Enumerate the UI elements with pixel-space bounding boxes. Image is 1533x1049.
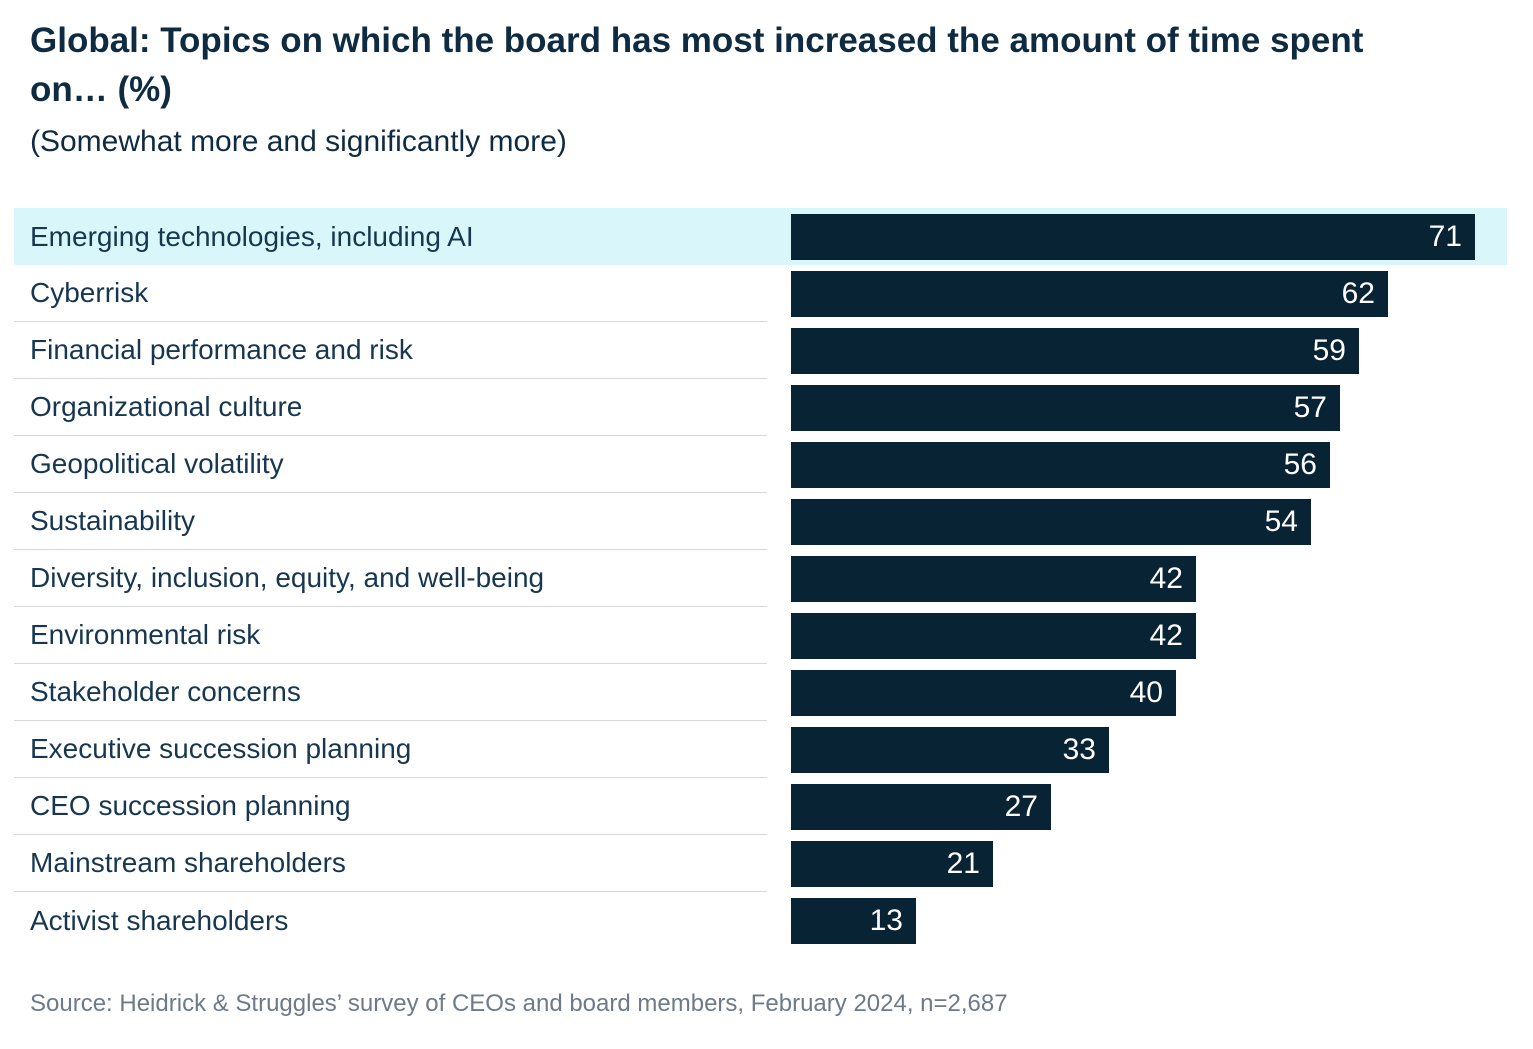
chart-row: Diversity, inclusion, equity, and well-b… [14, 550, 1507, 607]
bar: 42 [791, 612, 1196, 659]
row-label-cell: Emerging technologies, including AI [14, 208, 767, 265]
chart-row: Sustainability 54 [14, 493, 1507, 550]
bar-value: 21 [946, 846, 980, 880]
chart-row: CEO succession planning 27 [14, 778, 1507, 835]
row-bar-cell: 13 [791, 892, 1507, 949]
row-label-cell: Executive succession planning [14, 721, 767, 778]
row-label-cell: CEO succession planning [14, 778, 767, 835]
bar: 54 [791, 498, 1311, 545]
chart-row: Activist shareholders 13 [14, 892, 1507, 949]
bar: 21 [791, 840, 993, 887]
row-bar-cell: 42 [791, 550, 1507, 607]
bar: 27 [791, 783, 1051, 830]
chart-row: Financial performance and risk 59 [14, 322, 1507, 379]
row-label-cell: Mainstream shareholders [14, 835, 767, 892]
row-label: Financial performance and risk [30, 334, 413, 365]
row-bar-cell: 21 [791, 835, 1507, 892]
bar-value: 57 [1293, 390, 1327, 424]
row-label: Stakeholder concerns [30, 676, 301, 707]
row-label: Mainstream shareholders [30, 847, 346, 878]
row-label-cell: Organizational culture [14, 379, 767, 436]
row-label: Emerging technologies, including AI [30, 220, 474, 252]
row-bar-cell: 71 [791, 208, 1507, 265]
bar-value: 13 [869, 903, 903, 937]
row-label-cell: Financial performance and risk [14, 322, 767, 379]
row-label-cell: Sustainability [14, 493, 767, 550]
bar: 40 [791, 669, 1176, 716]
row-label-cell: Stakeholder concerns [14, 664, 767, 721]
chart-row: Stakeholder concerns 40 [14, 664, 1507, 721]
bar: 57 [791, 384, 1340, 431]
chart-subtitle: (Somewhat more and significantly more) [30, 125, 567, 158]
bar-chart: Emerging technologies, including AI 71 C… [14, 208, 1507, 949]
chart-title: Global: Topics on which the board has mo… [30, 21, 1364, 109]
row-label: Diversity, inclusion, equity, and well-b… [30, 562, 545, 593]
bar: 33 [791, 726, 1109, 773]
row-bar-cell: 54 [791, 493, 1507, 550]
chart-row: Executive succession planning 33 [14, 721, 1507, 778]
bar: 56 [791, 441, 1330, 488]
bar: 13 [791, 897, 916, 944]
bar-value: 62 [1341, 276, 1375, 310]
row-bar-cell: 57 [791, 379, 1507, 436]
source-note: Source: Heidrick & Struggles’ survey of … [30, 990, 1008, 1017]
row-label-cell: Cyberrisk [14, 265, 767, 322]
bar: 42 [791, 555, 1196, 602]
bar-value: 42 [1149, 561, 1183, 595]
bar-value: 42 [1149, 618, 1183, 652]
bar: 62 [791, 270, 1388, 317]
row-label: CEO succession planning [30, 790, 351, 821]
bar-value: 59 [1312, 333, 1346, 367]
row-label: Cyberrisk [30, 277, 149, 308]
row-bar-cell: 56 [791, 436, 1507, 493]
row-bar-cell: 62 [791, 265, 1507, 322]
bar-value: 33 [1062, 732, 1096, 766]
row-label-cell: Diversity, inclusion, equity, and well-b… [14, 550, 767, 607]
chart-row: Organizational culture 57 [14, 379, 1507, 436]
row-bar-cell: 40 [791, 664, 1507, 721]
bar: 71 [791, 213, 1475, 260]
row-label: Sustainability [30, 505, 195, 536]
bar-value: 71 [1428, 219, 1462, 253]
bar-value: 27 [1004, 789, 1038, 823]
chart-row: Mainstream shareholders 21 [14, 835, 1507, 892]
row-bar-cell: 27 [791, 778, 1507, 835]
row-label: Organizational culture [30, 391, 303, 422]
bar-value: 40 [1129, 675, 1163, 709]
row-label: Executive succession planning [30, 733, 412, 764]
bar: 59 [791, 327, 1359, 374]
row-label: Geopolitical volatility [30, 448, 284, 479]
bar-value: 56 [1283, 447, 1317, 481]
bar-value: 54 [1264, 504, 1298, 538]
chart-row: Geopolitical volatility 56 [14, 436, 1507, 493]
row-label: Activist shareholders [30, 904, 289, 936]
chart-row: Emerging technologies, including AI 71 [14, 208, 1507, 265]
chart-row: Environmental risk 42 [14, 607, 1507, 664]
chart-row: Cyberrisk 62 [14, 265, 1507, 322]
row-label: Environmental risk [30, 619, 261, 650]
row-label-cell: Environmental risk [14, 607, 767, 664]
row-label-cell: Geopolitical volatility [14, 436, 767, 493]
row-bar-cell: 42 [791, 607, 1507, 664]
row-bar-cell: 33 [791, 721, 1507, 778]
row-label-cell: Activist shareholders [14, 892, 767, 949]
row-bar-cell: 59 [791, 322, 1507, 379]
